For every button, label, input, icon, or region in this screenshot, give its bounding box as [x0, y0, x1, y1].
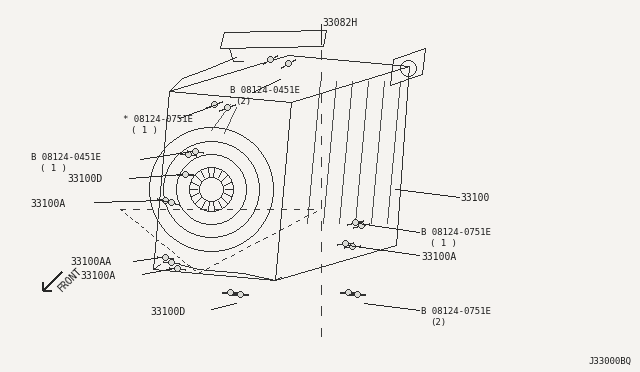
Text: 33100A: 33100A — [421, 252, 456, 262]
Text: 33100A: 33100A — [80, 271, 115, 281]
Text: ( 1 ): ( 1 ) — [430, 239, 457, 248]
Text: B 08124-0451E: B 08124-0451E — [230, 86, 300, 94]
Text: 33100D: 33100D — [150, 307, 186, 317]
Text: FRONT: FRONT — [56, 266, 84, 294]
Text: 33100AA: 33100AA — [70, 257, 111, 267]
Text: 33082H: 33082H — [322, 18, 357, 28]
Text: 33100: 33100 — [461, 193, 490, 203]
Text: * 08124-0751E: * 08124-0751E — [123, 115, 193, 124]
Text: (2): (2) — [430, 318, 446, 327]
Text: 33100A: 33100A — [31, 199, 66, 209]
Text: B 08124-0751E: B 08124-0751E — [421, 307, 491, 316]
Text: J33000BQ: J33000BQ — [589, 357, 632, 366]
Text: 33100D: 33100D — [67, 174, 102, 184]
Text: ( 1 ): ( 1 ) — [131, 126, 158, 135]
Text: ( 1 ): ( 1 ) — [40, 164, 67, 173]
Text: (2): (2) — [236, 97, 252, 106]
Text: B 08124-0451E: B 08124-0451E — [31, 153, 100, 162]
Text: B 08124-0751E: B 08124-0751E — [421, 228, 491, 237]
